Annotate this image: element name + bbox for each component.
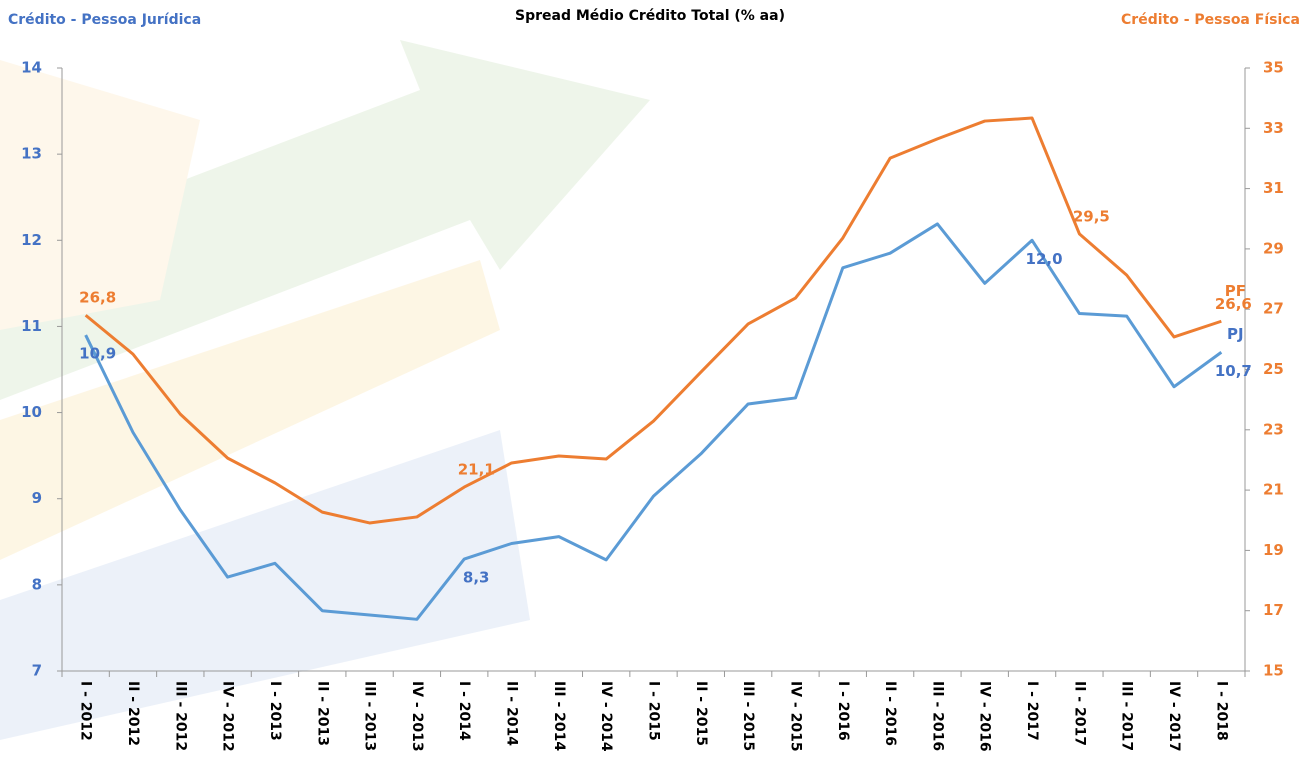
x-tick-label: I - 2018 [1213,681,1229,741]
y2-tick-label: 19 [1263,541,1284,559]
x-tick-label: I - 2015 [646,681,662,741]
x-tick-label: I - 2017 [1024,681,1040,741]
y2-tick-label: 27 [1263,300,1284,318]
y2-tick-label: 33 [1263,119,1284,137]
y2-axis-title: Crédito - Pessoa Física [1121,12,1300,28]
x-tick-label: II - 2015 [693,681,709,746]
x-tick-label: III - 2012 [172,681,188,751]
data-label: 10,9 [79,345,116,363]
y-tick-label: 9 [32,489,42,507]
x-tick-label: II - 2014 [504,681,520,746]
x-tick-label: IV - 2014 [598,681,614,752]
y2-tick-label: 17 [1263,601,1284,619]
series-name: PJ [1227,325,1244,343]
x-tick-label: II - 2016 [882,681,898,746]
x-tick-label: IV - 2016 [977,681,993,752]
data-label: 29,5 [1073,207,1110,225]
data-label: 26,6 [1215,295,1252,313]
y2-tick-label: 15 [1263,662,1284,680]
y2-tick-label: 35 [1263,59,1284,77]
y2-tick-label: 29 [1263,239,1284,257]
background-decoration [0,40,650,740]
y2-tick-label: 23 [1263,420,1284,438]
x-tick-label: I - 2013 [267,681,283,741]
x-tick-label: II - 2012 [125,681,141,746]
y-tick-label: 12 [21,231,42,249]
series-line [84,222,1223,621]
data-label: 8,3 [463,569,490,587]
y-tick-label: 10 [21,403,42,421]
x-tick-label: III - 2014 [551,681,567,751]
x-tick-label: I - 2016 [835,681,851,741]
y2-tick-label: 25 [1263,360,1284,378]
x-tick-label: III - 2017 [1119,681,1135,751]
y-tick-label: 7 [32,662,42,680]
data-label: 21,1 [458,461,495,479]
y2-tick-label: 31 [1263,179,1284,197]
y-tick-label: 11 [21,317,42,335]
data-label: 26,8 [79,289,116,307]
y-tick-label: 13 [21,145,42,163]
x-tick-label: IV - 2013 [409,681,425,752]
chart-title: Spread Médio Crédito Total (% aa) [515,8,785,24]
x-tick-label: II - 2013 [314,681,330,746]
y-tick-label: 8 [32,575,42,593]
data-label: 10,7 [1215,362,1252,380]
x-tick-label: IV - 2012 [220,681,236,752]
x-tick-label: IV - 2017 [1166,681,1182,752]
x-tick-label: I - 2014 [456,681,472,741]
y-tick-label: 14 [21,59,42,77]
x-tick-label: III - 2016 [929,681,945,751]
x-tick-label: II - 2017 [1071,681,1087,746]
x-tick-label: III - 2015 [740,681,756,751]
series-line [84,116,1222,525]
series-name: PF [1225,282,1246,300]
y-axis-title: Crédito - Pessoa Jurídica [8,12,201,28]
x-tick-label: IV - 2015 [787,681,803,752]
x-tick-label: I - 2012 [78,681,94,741]
data-label: 12,0 [1026,250,1063,268]
y2-tick-label: 21 [1263,481,1284,499]
x-tick-label: III - 2013 [362,681,378,751]
